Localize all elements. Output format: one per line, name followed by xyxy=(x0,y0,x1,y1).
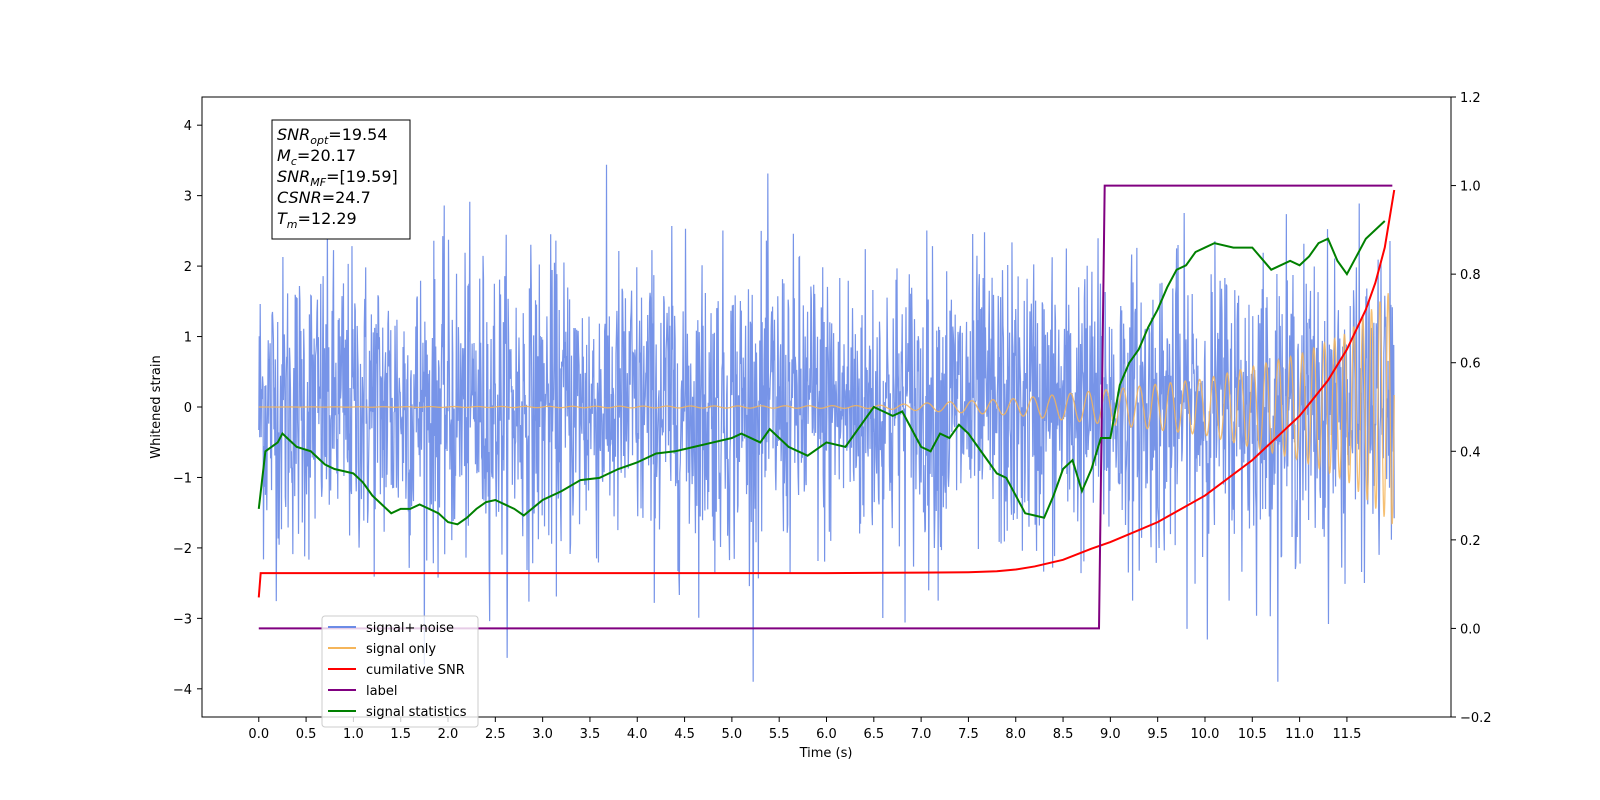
annotation-subscript: MF xyxy=(310,176,326,189)
x-tick-label: 8.0 xyxy=(1005,727,1026,742)
x-tick-label: 10.0 xyxy=(1191,727,1220,742)
annotation-subscript: opt xyxy=(310,134,329,147)
x-tick-label: 4.5 xyxy=(674,727,695,742)
y-tick-label: −3 xyxy=(173,612,192,627)
x-tick-label: 0.0 xyxy=(248,727,269,742)
x-axis-label: Time (s) xyxy=(799,746,853,761)
annotation-value: =19.54 xyxy=(328,125,387,144)
x-tick-label: 2.5 xyxy=(485,727,506,742)
annotation-line: Tm=12.29 xyxy=(277,209,357,231)
x-tick-label: 3.5 xyxy=(580,727,601,742)
annotation-symbol: CSNR xyxy=(277,188,322,207)
y-tick-label: 4 xyxy=(184,119,192,134)
x-tick-label: 7.0 xyxy=(911,727,932,742)
y2-tick-label: 1.0 xyxy=(1460,180,1481,195)
y-tick-label: 0 xyxy=(184,401,192,416)
y-tick-label: −4 xyxy=(173,683,192,698)
plot-area xyxy=(257,164,1396,682)
annotation-line: SNRopt=19.54 xyxy=(277,125,388,147)
x-tick-label: 6.5 xyxy=(863,727,884,742)
legend-label-label: label xyxy=(366,684,397,699)
x-tick-label: 5.0 xyxy=(722,727,743,742)
x-tick-label: 7.5 xyxy=(958,727,979,742)
annotation-symbol: T xyxy=(277,209,288,228)
annotation-symbol: SNR xyxy=(277,125,310,144)
x-tick-label: 8.5 xyxy=(1053,727,1074,742)
legend-label-cumilative-snr: cumilative SNR xyxy=(366,663,465,678)
x-tick-label: 4.0 xyxy=(627,727,648,742)
legend: signal+ noise signal only cumilative SNR la… xyxy=(321,615,479,728)
y-tick-label: 2 xyxy=(184,260,192,275)
y2-tick-label: 0.2 xyxy=(1460,534,1481,549)
y-tick-label: −2 xyxy=(173,542,192,557)
annotation-value: =[19.59] xyxy=(326,167,398,186)
legend-label-signal-statistics: signal statistics xyxy=(366,705,467,720)
x-tick-label: 1.0 xyxy=(343,727,364,742)
series-signal-only xyxy=(258,293,1395,525)
annotation-subscript: c xyxy=(291,155,297,168)
series-signal-statistics xyxy=(257,220,1386,526)
x-tick-label: 9.5 xyxy=(1147,727,1168,742)
annotation-symbol: SNR xyxy=(277,167,310,186)
x-tick-label: 2.0 xyxy=(438,727,459,742)
legend-frame xyxy=(321,615,479,728)
x-tick-label: 3.0 xyxy=(532,727,553,742)
annotation-frame xyxy=(271,119,411,240)
x-tick-label: 0.5 xyxy=(296,727,317,742)
annotation-symbol: M xyxy=(277,146,291,165)
annotation-value: =12.29 xyxy=(298,209,357,228)
series-label xyxy=(258,184,1393,630)
y-axis-left: −4 −3 −2 −1 0 1 2 3 4 xyxy=(173,119,202,698)
y-tick-label: −1 xyxy=(173,471,192,486)
y-axis-label: Whitened strain xyxy=(149,355,164,458)
annotation-subscript: m xyxy=(287,218,298,231)
series-signal-noise xyxy=(258,164,1395,682)
annotation-line: Mc=20.17 xyxy=(277,146,356,168)
y2-tick-label: 1.2 xyxy=(1460,91,1481,106)
y2-tick-label: 0.8 xyxy=(1460,268,1481,283)
x-axis: 0.0 0.5 1.0 1.5 2.0 2.5 3.0 3.5 4.0 4.5 5.0 5.5 6.0 6… xyxy=(248,717,1361,742)
x-tick-label: 6.0 xyxy=(816,727,837,742)
x-tick-label: 10.5 xyxy=(1238,727,1267,742)
y-tick-label: 3 xyxy=(184,190,192,205)
y2-tick-label: 0.0 xyxy=(1460,622,1481,637)
x-tick-label: 9.0 xyxy=(1100,727,1121,742)
legend-label-signal-only: signal only xyxy=(366,642,436,657)
stats-annotation-box: SNRopt=19.54Mc=20.17SNRMF=[19.59]CSNR=24… xyxy=(271,119,411,240)
annotation-line: SNRMF=[19.59] xyxy=(277,167,398,189)
annotation-value: =24.7 xyxy=(322,188,371,207)
x-tick-label: 5.5 xyxy=(769,727,790,742)
y-tick-label: 1 xyxy=(184,331,192,346)
y2-tick-label: −0.2 xyxy=(1460,711,1492,726)
annotation-line: CSNR=24.7 xyxy=(277,188,371,207)
legend-label-signal-noise: signal+ noise xyxy=(366,621,454,636)
series-cumilative-snr xyxy=(257,189,1396,598)
annotation-value: =20.17 xyxy=(297,146,356,165)
y2-tick-label: 0.6 xyxy=(1460,357,1481,372)
y-axis-right: −0.2 0.0 0.2 0.4 0.6 0.8 1.0 1.2 xyxy=(1451,91,1492,726)
y2-tick-label: 0.4 xyxy=(1460,445,1481,460)
x-tick-label: 1.5 xyxy=(390,727,411,742)
x-tick-label: 11.5 xyxy=(1332,727,1361,742)
x-tick-label: 11.0 xyxy=(1285,727,1314,742)
